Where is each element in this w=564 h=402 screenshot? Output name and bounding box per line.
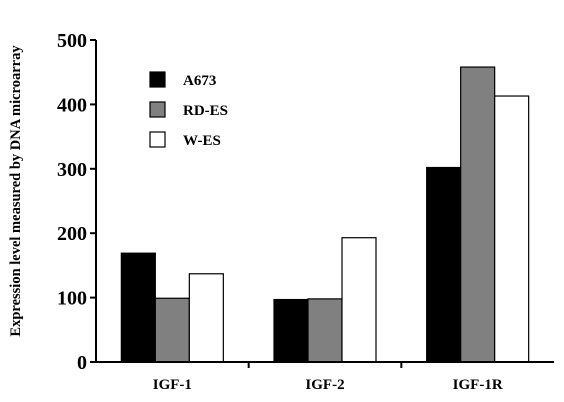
legend-swatch-a673 xyxy=(149,71,166,88)
axes-layer: 0 100 200 300 400 500 IGF-1 IGF-2 IGF-1R xyxy=(57,30,554,393)
legend-label-a673: A673 xyxy=(183,73,216,89)
bar-rd-es-igf-1r xyxy=(460,66,496,363)
x-tick-label: IGF-1 xyxy=(153,377,192,393)
bar-rd-es-igf-2 xyxy=(307,298,343,363)
legend-swatch-w-es xyxy=(149,131,166,148)
y-tick-label: 200 xyxy=(57,223,87,245)
y-tick-label: 0 xyxy=(77,352,87,374)
x-tick-label: IGF-1R xyxy=(453,377,503,393)
y-tick-label: 300 xyxy=(57,159,87,181)
bar-w-es-igf-2 xyxy=(341,237,377,363)
legend-swatch-rd-es xyxy=(149,101,166,118)
bar-w-es-igf-1 xyxy=(188,273,224,363)
bar-a673-igf-1r xyxy=(426,166,462,363)
bar-w-es-igf-1r xyxy=(494,95,530,363)
legend-label-w-es: W-ES xyxy=(183,133,221,149)
bar-a673-igf-1 xyxy=(120,252,156,363)
bar-rd-es-igf-1 xyxy=(154,297,190,363)
y-tick-label: 400 xyxy=(57,94,87,116)
y-tick-label: 500 xyxy=(57,30,87,52)
bar-a673-igf-2 xyxy=(273,298,309,363)
x-tick-label: IGF-2 xyxy=(305,377,344,393)
y-tick-label: 100 xyxy=(57,288,87,310)
legend: A673 RD-ES W-ES xyxy=(149,71,228,149)
legend-label-rd-es: RD-ES xyxy=(183,103,228,119)
y-axis-title: Expression level measured by DNA microar… xyxy=(8,45,24,337)
